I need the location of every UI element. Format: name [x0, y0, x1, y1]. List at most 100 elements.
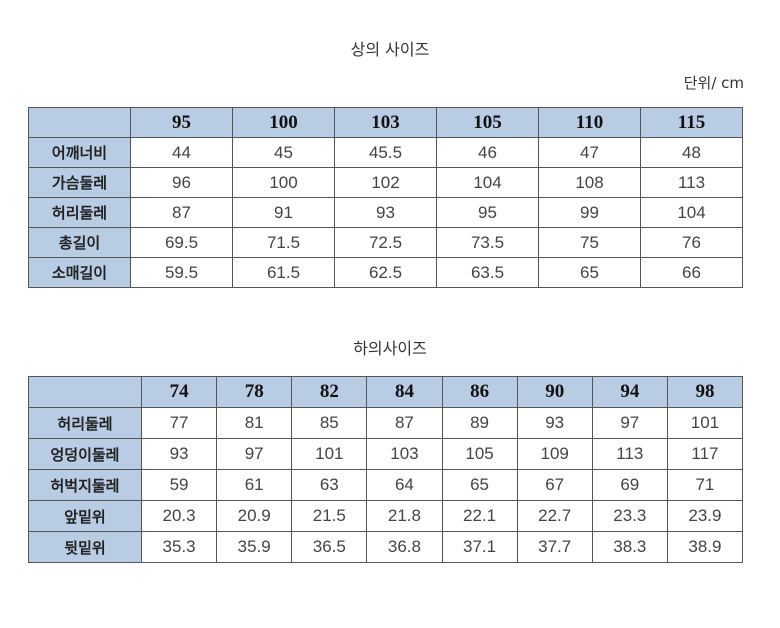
value-cell: 97 [591, 407, 668, 439]
value-cell: 102 [334, 167, 437, 198]
size-header: 103 [334, 107, 437, 138]
size-header: 86 [441, 376, 518, 408]
value-cell: 93 [334, 197, 437, 228]
value-cell: 59 [140, 469, 218, 501]
value-cell: 21.8 [366, 500, 443, 532]
value-cell: 45.5 [334, 137, 437, 168]
bottom-size-table: 74 78 82 84 86 90 94 98 허리둘레 77 81 85 87 89 93 97 101 엉덩이… [28, 376, 744, 563]
value-cell: 99 [538, 197, 641, 228]
value-cell: 104 [640, 197, 743, 228]
value-cell: 95 [436, 197, 539, 228]
size-header: 100 [232, 107, 335, 138]
value-cell: 109 [516, 438, 593, 470]
value-cell: 93 [140, 438, 218, 470]
table-row: 총길이 69.5 71.5 72.5 73.5 75 76 [28, 227, 743, 258]
value-cell: 72.5 [334, 227, 437, 258]
value-cell: 22.1 [441, 500, 518, 532]
unit-label: 단위/ cm [683, 74, 744, 92]
value-cell: 85 [291, 407, 368, 439]
value-cell: 65 [441, 469, 518, 501]
size-header: 98 [666, 376, 744, 408]
value-cell: 38.9 [666, 531, 744, 563]
value-cell: 23.9 [666, 500, 744, 532]
value-cell: 46 [436, 137, 539, 168]
value-cell: 47 [538, 137, 641, 168]
value-cell: 35.9 [216, 531, 293, 563]
row-label: 뒷밑위 [28, 531, 142, 563]
top-size-title: 상의 사이즈 [350, 40, 430, 59]
row-label: 허리둘레 [28, 407, 142, 439]
header-row: 95 100 103 105 110 115 [28, 107, 743, 138]
value-cell: 36.8 [366, 531, 443, 563]
value-cell: 97 [216, 438, 293, 470]
value-cell: 101 [666, 407, 744, 439]
value-cell: 64 [366, 469, 443, 501]
value-cell: 76 [640, 227, 743, 258]
table-row: 어깨너비 44 45 45.5 46 47 48 [28, 137, 743, 168]
value-cell: 100 [232, 167, 335, 198]
value-cell: 81 [216, 407, 293, 439]
value-cell: 91 [232, 197, 335, 228]
corner-cell [28, 376, 142, 408]
value-cell: 75 [538, 227, 641, 258]
value-cell: 20.9 [216, 500, 293, 532]
value-cell: 103 [366, 438, 443, 470]
bottom-size-title: 하의사이즈 [353, 339, 427, 358]
table-row: 허리둘레 77 81 85 87 89 93 97 101 [28, 407, 744, 439]
size-header: 78 [216, 376, 293, 408]
value-cell: 67 [516, 469, 593, 501]
value-cell: 77 [140, 407, 218, 439]
size-header: 94 [591, 376, 668, 408]
size-header: 105 [436, 107, 539, 138]
value-cell: 113 [640, 167, 743, 198]
row-label: 앞밑위 [28, 500, 142, 532]
value-cell: 63.5 [436, 257, 539, 288]
row-label: 가슴둘레 [28, 167, 131, 198]
value-cell: 104 [436, 167, 539, 198]
value-cell: 21.5 [291, 500, 368, 532]
row-label: 총길이 [28, 227, 131, 258]
top-size-table: 95 100 103 105 110 115 어깨너비 44 45 45.5 46 47 48 가슴둘레 9… [28, 107, 743, 288]
value-cell: 61.5 [232, 257, 335, 288]
corner-cell [28, 107, 131, 138]
row-label: 소매길이 [28, 257, 131, 288]
size-header: 74 [140, 376, 218, 408]
table-row: 허벅지둘레 59 61 63 64 65 67 69 71 [28, 469, 744, 501]
value-cell: 69 [591, 469, 668, 501]
value-cell: 108 [538, 167, 641, 198]
value-cell: 59.5 [130, 257, 233, 288]
table-row: 허리둘레 87 91 93 95 99 104 [28, 197, 743, 228]
header-row: 74 78 82 84 86 90 94 98 [28, 376, 744, 408]
size-header: 95 [130, 107, 233, 138]
table-row: 소매길이 59.5 61.5 62.5 63.5 65 66 [28, 257, 743, 288]
value-cell: 63 [291, 469, 368, 501]
size-header: 90 [516, 376, 593, 408]
size-header: 115 [640, 107, 743, 138]
size-header: 84 [366, 376, 443, 408]
value-cell: 73.5 [436, 227, 539, 258]
size-header: 110 [538, 107, 641, 138]
value-cell: 45 [232, 137, 335, 168]
value-cell: 44 [130, 137, 233, 168]
value-cell: 37.7 [516, 531, 593, 563]
row-label: 엉덩이둘레 [28, 438, 142, 470]
value-cell: 87 [366, 407, 443, 439]
value-cell: 71 [666, 469, 744, 501]
value-cell: 37.1 [441, 531, 518, 563]
value-cell: 87 [130, 197, 233, 228]
table-row: 가슴둘레 96 100 102 104 108 113 [28, 167, 743, 198]
size-header: 82 [291, 376, 368, 408]
value-cell: 93 [516, 407, 593, 439]
row-label: 허리둘레 [28, 197, 131, 228]
value-cell: 101 [291, 438, 368, 470]
table-row: 엉덩이둘레 93 97 101 103 105 109 113 117 [28, 438, 744, 470]
value-cell: 62.5 [334, 257, 437, 288]
table-row: 뒷밑위 35.3 35.9 36.5 36.8 37.1 37.7 38.3 38.9 [28, 531, 744, 563]
value-cell: 61 [216, 469, 293, 501]
table-row: 앞밑위 20.3 20.9 21.5 21.8 22.1 22.7 23.3 23.9 [28, 500, 744, 532]
value-cell: 20.3 [140, 500, 218, 532]
row-label: 어깨너비 [28, 137, 131, 168]
row-label: 허벅지둘레 [28, 469, 142, 501]
value-cell: 89 [441, 407, 518, 439]
value-cell: 66 [640, 257, 743, 288]
